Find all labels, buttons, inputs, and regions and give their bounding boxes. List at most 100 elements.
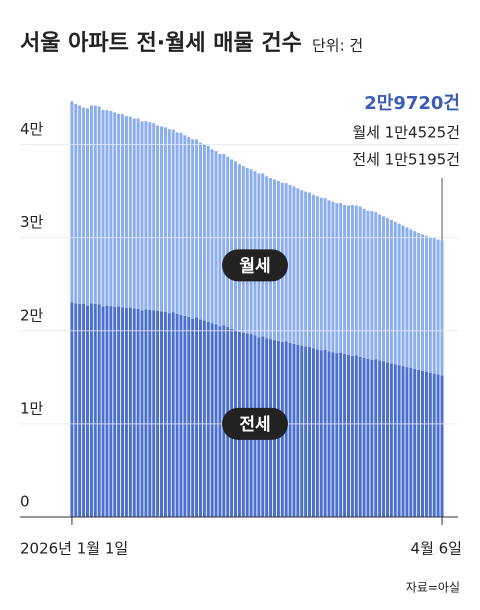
bar-segment [292,186,296,344]
bar-segment [354,355,358,517]
series-badge [222,407,288,440]
y-tick-label: 1만 [20,399,44,417]
bar-segment [304,191,308,347]
series-label: 전세 [239,415,270,435]
bar-segment [308,192,312,348]
x-tick-label: 4월 6일 [411,540,462,558]
bar-segment [167,313,171,517]
bar-segment [366,358,370,517]
bar-segment [171,312,175,517]
bar-segment [382,361,386,517]
bar-segment [405,227,409,368]
bar-segment [82,107,86,304]
bar-segment [101,110,105,307]
bar-segment [198,142,202,320]
bar-segment [440,375,444,517]
bar-segment [89,303,93,517]
bar-segment [117,113,121,307]
bar-segment [319,350,323,517]
bar-segment [374,359,378,517]
bar-segment [421,234,425,371]
bar-segment [70,101,74,303]
bar-segment [171,129,175,313]
bar-segment [424,235,428,372]
bar-segment [393,364,397,517]
bar-segment [362,357,366,517]
bar-segment [323,198,327,350]
bar-segment [343,354,347,517]
bar-segment [432,373,436,517]
bar-segment [417,233,421,370]
bar-segment [121,114,125,308]
bar-segment [413,231,417,369]
bar-segment [85,305,89,517]
bar-segment [432,237,436,374]
bar-segment [206,321,210,517]
bar-segment [292,343,296,517]
bar-segment [179,314,183,517]
bar-segment [113,112,117,308]
bar-segment [175,132,179,315]
bar-segment [156,310,160,517]
series-badge [222,249,288,282]
bar-segment [226,156,230,328]
bar-segment [195,139,199,318]
bar-segment [350,205,354,356]
bar-segment [300,345,304,517]
bar-segment [136,308,140,517]
bar-segment [202,320,206,517]
bar-segment [191,318,195,517]
bar-segment [409,368,413,517]
bar-segment [436,374,440,517]
bar-segment [397,365,401,517]
bar-segment [405,367,409,517]
bar-segment [366,210,370,359]
bar-segment [74,104,78,304]
bar-segment [230,159,234,329]
bar-segment [347,205,350,355]
bar-segment [331,352,335,517]
bar-segment [234,161,238,330]
bar-segment [222,153,226,326]
wolse-annotation: 월세 1만4525건 [352,124,460,142]
bar-segment [160,311,163,517]
bar-segment [156,125,160,311]
bar-segment [315,349,319,517]
bar-segment [113,307,117,517]
bar-segment [218,326,222,517]
bar-segment [304,346,308,517]
y-tick-label: 2만 [20,306,44,324]
bar-segment [97,106,101,305]
bar-segment [163,311,167,517]
bar-segment [308,347,312,517]
bar-segment [101,306,105,517]
chart-title: 서울 아파트 전·월세 매물 건수 [20,31,302,56]
bar-segment [300,190,304,346]
bar-segment [323,349,327,517]
bar-segment [343,205,347,355]
bar-segment [160,126,163,312]
bar-segment [339,203,343,353]
bar-segment [148,122,152,310]
bar-segment [175,314,179,517]
bar-segment [421,370,425,517]
bar-segment [350,355,354,517]
bar-segment [97,304,101,517]
bar-segment [152,123,156,311]
y-tick-label: 0 [20,493,30,511]
bar-segment [93,105,97,304]
bar-segment [105,110,109,306]
bar-segment [109,306,113,517]
bar-segment [195,317,199,517]
bar-segment [144,309,148,517]
bar-segment [440,240,444,376]
bar-segment [183,315,187,517]
bar-segment [385,362,389,517]
bar-segment [132,118,136,309]
bar-segment [335,353,339,517]
bar-segment [163,127,167,312]
bar-segment [109,111,113,307]
bar-segment [436,239,440,375]
bar-segment [124,307,128,517]
